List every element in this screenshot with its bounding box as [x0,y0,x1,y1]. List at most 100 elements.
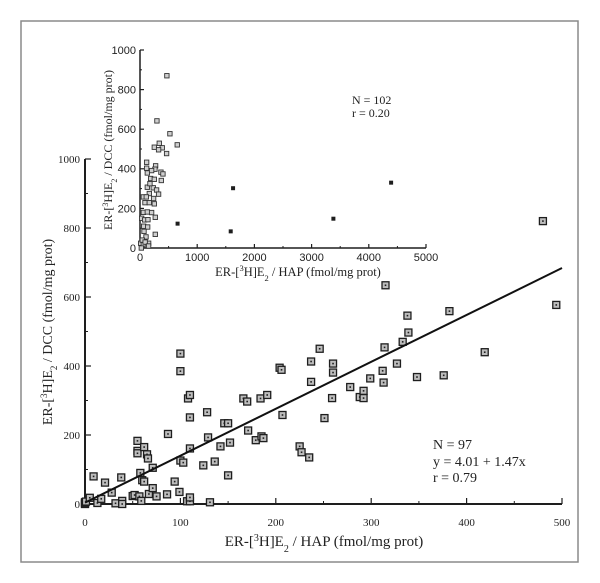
main-data-point-center [542,220,544,222]
main-data-point-center [555,304,558,306]
inset-data-point [146,190,152,197]
main-data-point-center [227,474,229,477]
main-data-point-center [179,370,182,372]
main-data-point-center [155,495,158,498]
inset-data-point [145,243,152,249]
main-data-point-center [416,376,418,378]
inset-data-point [167,131,173,137]
main-data-point-center [92,475,95,478]
inset-data-point [152,214,158,220]
main-x-tick-label: 200 [268,517,285,529]
main-data-point-center [246,400,248,403]
main-data-point-center [281,414,284,416]
main-y-tick-label: 800 [64,223,81,235]
inset-annotation-r: r = 0.20 [352,106,390,120]
main-data-point-center [369,377,372,380]
inset-y-tick-label: 400 [118,164,136,176]
main-data-point-center [298,445,301,448]
main-data-point-center [483,351,486,353]
main-data-point-center [308,456,310,459]
inset-points [138,73,394,251]
inset-axes: 0 1000 2000 3000 4000 5000 0 200 400 600 800 1000 [112,45,439,264]
main-data-point-center [332,362,334,365]
inset-highlighted-point [389,180,394,185]
main-data-point-center [448,310,451,312]
main-data-point-center [138,495,141,498]
main-data-point-center [136,440,139,442]
inset-data-point [145,217,151,223]
main-data-point-center [166,493,168,496]
inset-highlighted-point [175,221,180,226]
inset-data-point [146,200,152,206]
inset-data-point [143,234,149,240]
main-data-point-center [254,439,257,441]
main-data-point-center [227,422,229,425]
inset-data-point [151,176,157,182]
inset-x-tick-label: 4000 [357,252,381,264]
inset-y-tick-label: 1000 [112,45,136,57]
inset-data-point [138,245,144,251]
main-data-point-center [136,452,139,455]
main-data-point-center [406,314,409,317]
main-data-point-center [332,371,334,374]
main-data-point-center [148,493,150,495]
inset-y-tick-label: 0 [130,243,136,255]
main-data-point-center [143,446,145,448]
inset-data-point [154,118,160,124]
main-data-point-center [362,397,365,399]
main-data-point-center [182,461,185,464]
inset-x-tick-label: 1000 [185,252,209,264]
inset-x-tick-label: 5000 [414,252,438,264]
main-data-point-center [206,411,208,414]
main-data-point-center [140,500,143,502]
main-data-point-center [189,447,191,450]
main-data-point-center [133,494,136,496]
regression-line [84,267,563,504]
inset-data-point [174,142,180,148]
inset-data-point [152,231,158,237]
main-data-point-center [151,466,154,469]
main-annotation-r: r = 0.79 [433,471,477,486]
inset-data-point [142,239,148,245]
main-data-point-center [362,390,365,392]
main-data-point-center [262,437,265,439]
main-data-point-center [381,370,384,372]
main-points [80,216,561,509]
inset-highlighted-point [231,186,236,191]
main-data-point-center [110,491,113,494]
main-x-tick-label: 500 [554,517,571,529]
main-data-point-center [104,481,106,484]
main-data-point-center [401,341,404,343]
inset-data-point [143,159,150,165]
inset-data-point [155,147,162,153]
main-data-point-center [88,496,91,499]
inset-data-point [144,170,150,176]
main-data-point-center [151,487,154,489]
inset-data-point [142,200,148,206]
main-data-point-center [300,451,303,454]
main-x-axis-label: ER-[3H]E2 / HAP (fmol/mg prot) [225,533,424,555]
inset-x-tick-label: 0 [137,252,143,264]
main-y-tick-label: 200 [64,430,81,442]
inset-data-point [148,167,155,174]
main-data-point-center [349,386,352,388]
main-data-point-center [143,480,145,483]
inset-data-point [150,195,157,202]
main-y-tick-label: 0 [75,499,81,511]
inset-highlighted-point [228,229,233,234]
main-x-tick-label: 400 [458,517,475,529]
main-data-point-center [383,346,386,349]
inset-data-point [147,180,153,187]
main-y-tick-label: 1000 [58,154,81,166]
inset-annotation-n: N = 102 [352,93,391,107]
main-data-point-center [100,498,103,500]
inset-data-point [144,209,150,215]
main-data-point-center [167,433,169,435]
main-data-point-center [280,368,283,371]
main-data-point-center [442,374,445,377]
main-data-point-center [147,457,149,460]
inset-y-tick-label: 600 [118,124,136,136]
main-data-point-center [121,503,124,505]
